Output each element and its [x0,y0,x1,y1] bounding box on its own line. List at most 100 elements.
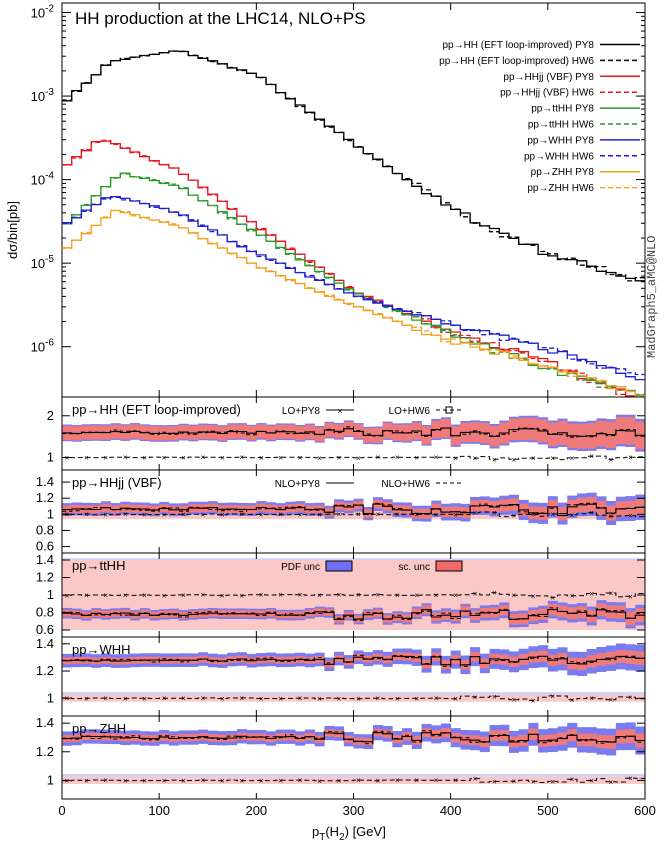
ratio-marker: × [609,512,614,521]
ratio-panel-label: pp→HH (EFT loop-improved) [72,402,241,417]
ratio-panel-label: pp→ZHH [72,721,126,736]
ratio-marker: × [531,592,536,601]
legend-entry: pp→HHjj (VBF) HW6 [500,88,594,99]
ratio-y-tick-label: 1.4 [36,552,54,567]
ratio-panel-label: pp→WHH [72,642,131,657]
ratio-marker: × [317,777,322,786]
ratio-marker: × [550,510,555,519]
ratio-marker: × [609,455,614,464]
ratio-marker: × [609,696,614,705]
ratio-marker: × [123,694,128,703]
ratio-marker: × [531,510,536,519]
ratio-marker: × [142,591,147,600]
ratio-marker: × [375,694,380,703]
ratio-legend-label: LO+HW6 [389,406,431,417]
ratio-marker: × [123,453,128,462]
ratio-marker: × [259,510,264,519]
ratio-marker: × [181,694,186,703]
ratio-y-tick-label: 1 [47,772,54,787]
ratio-panel-label: pp→HHjj (VBF) [72,475,162,490]
ratio-marker: × [298,510,303,519]
ratio-upper-solid [62,732,645,743]
ratio-marker: × [278,591,283,600]
ratio-y-tick-label: 0.8 [36,605,54,620]
series-line [62,173,645,396]
ratio-marker: × [162,453,167,462]
ratio-legend-label: LO+PY8 [282,406,321,417]
ratio-marker: × [609,778,614,787]
ratio-marker: × [337,694,342,703]
ratio-marker: × [142,777,147,786]
ratio-marker: × [453,510,458,519]
ratio-marker: × [531,696,536,705]
ratio-marker: × [298,453,303,462]
ratio-marker: × [511,696,516,705]
ratio-y-tick-label: 0.6 [36,539,54,554]
ratio-marker: × [414,511,419,520]
ratio-panel-4: ××××××××××××××××××××××××××××××1.41.21pp→… [36,636,646,717]
ratio-y-tick-label: 1.2 [36,663,54,678]
ratio-marker: × [414,776,419,785]
ratio-marker: × [298,776,303,785]
ratio-marker: × [589,694,594,703]
ratio-marker: × [395,591,400,600]
legend-entry: pp→ZHH PY8 [531,167,595,178]
legend-entry: pp→WHH PY8 [527,135,594,146]
x-axis: 0 100 200 300 400 500 600 [58,803,655,818]
ratio-marker: × [278,776,283,785]
ratio-lower-line [62,777,645,783]
ratio-marker: × [395,776,400,785]
ratio-marker: × [142,694,147,703]
ratio-marker: × [65,591,70,600]
ratio-marker: × [589,509,594,518]
legend-entry: pp→WHH HW6 [524,151,594,162]
ratio-marker: × [259,591,264,600]
ratio-marker: × [220,591,225,600]
ratio-marker: × [453,454,458,463]
ratio-marker: × [589,776,594,785]
ratio-legend-label: sc. unc [398,562,430,573]
series-line [62,209,645,397]
ratio-upper-dashed [62,502,645,516]
ratio-marker: × [123,510,128,519]
ratio-marker: × [550,454,555,463]
ratio-marker: × [239,694,244,703]
legend-entry: pp→ZHH HW6 [527,183,594,194]
ratio-y-tick-label: 1.4 [36,715,54,730]
ratio-marker: × [570,592,575,601]
legend-entry: pp→HHjj (VBF) PY8 [503,72,594,83]
ratio-panel-2: ××××××××××××××××××××××××××××××1.41.210.8… [36,469,646,554]
ratio-upper-dashed [62,426,645,438]
x-tick-label: 500 [537,803,559,818]
series-line [62,50,645,282]
ratio-marker: × [628,512,633,521]
x-tick-label: 200 [245,803,267,818]
x-axis-label-h: (H [325,824,339,839]
ratio-marker: × [298,694,303,703]
ratio-marker: × [628,774,633,783]
ratio-marker: × [414,694,419,703]
x-tick-label: 100 [148,803,170,818]
ratio-y-tick-label: 1.2 [36,490,54,505]
ratio-marker: × [220,511,225,520]
ratio-marker: × [259,695,264,704]
x-tick-label: 300 [343,803,365,818]
ratio-marker: × [181,777,186,786]
ratio-marker: × [201,591,206,600]
ratio-marker: × [259,777,264,786]
ratio-marker: × [356,776,361,785]
legend-entry: pp→ttHH HW6 [528,120,595,131]
ratio-y-tick-label: 1 [47,449,54,464]
chart-title: HH production at the LHC14, NLO+PS [75,9,366,28]
ratio-marker: × [434,776,439,785]
ratio-marker: × [589,589,594,598]
ratio-marker: × [142,511,147,520]
ratio-marker: × [103,776,108,785]
y-axis-label: dσ/bin[pb] [5,201,20,259]
ratio-marker: × [201,776,206,785]
ratio-y-tick-label: 1.2 [36,570,54,585]
ratio-marker: × [473,775,478,784]
ratio-panel-label: pp→ttHH [72,558,125,573]
ratio-marker: × [181,510,186,519]
